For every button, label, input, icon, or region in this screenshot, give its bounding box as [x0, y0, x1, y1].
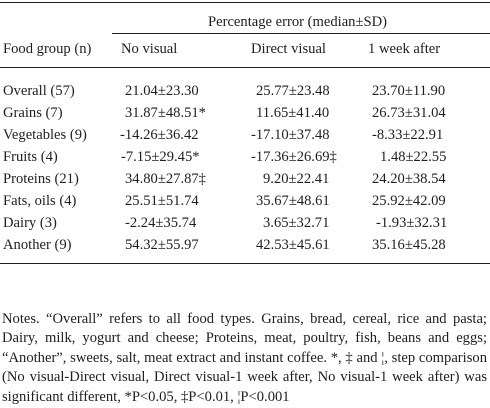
- cell-direct-visual: 42.53±45.61: [256, 237, 330, 253]
- cell-no-visual: -2.24±35.74: [125, 215, 197, 231]
- table-row: Proteins (21) 34.80±27.87‡ 9.20±22.41 24…: [0, 172, 490, 192]
- cell-food-group: Vegetables (9): [3, 127, 87, 143]
- table-row: Grains (7) 31.87±48.51* 11.65±41.40 26.7…: [0, 106, 490, 126]
- group-header-underline: [112, 33, 490, 34]
- cell-direct-visual: 3.65±32.71: [263, 215, 330, 231]
- table-row: Overall (57) 21.04±23.30 25.77±23.48 23.…: [0, 84, 490, 104]
- cell-direct-visual: -17.10±37.48: [251, 127, 330, 143]
- cell-1-week-after: 35.16±45.28: [372, 237, 446, 253]
- cell-no-visual: 25.51±51.74: [125, 193, 199, 209]
- table-row: Fats, oils (4) 25.51±51.74 35.67±48.61 2…: [0, 194, 490, 214]
- cell-1-week-after: 23.70±11.90: [372, 83, 446, 99]
- cell-food-group: Proteins (21): [3, 171, 79, 187]
- cell-no-visual: -7.15±29.45*: [121, 149, 200, 165]
- group-header: Percentage error (median±SD): [208, 14, 388, 30]
- cell-no-visual: 31.87±48.51*: [125, 105, 206, 121]
- table-row: Vegetables (9) -14.26±36.42 -17.10±37.48…: [0, 128, 490, 148]
- header-bottom-rule: [0, 67, 490, 68]
- cell-direct-visual: 25.77±23.48: [256, 83, 330, 99]
- cell-1-week-after: 25.92±42.09: [372, 193, 446, 209]
- table-top-rule: [0, 2, 490, 3]
- table-row: Another (9) 54.32±55.97 42.53±45.61 35.1…: [0, 238, 490, 258]
- cell-food-group: Fruits (4): [3, 149, 58, 165]
- column-header-1-week-after: 1 week after: [368, 41, 441, 57]
- column-header-row: Food group (n) No visual Direct visual 1…: [0, 42, 490, 62]
- cell-food-group: Another (9): [3, 237, 72, 253]
- cell-direct-visual: 35.67±48.61: [256, 193, 330, 209]
- cell-direct-visual: -17.36±26.69‡: [251, 149, 337, 165]
- cell-direct-visual: 9.20±22.41: [263, 171, 330, 187]
- cell-1-week-after: 26.73±31.04: [372, 105, 446, 121]
- table-row: Dairy (3) -2.24±35.74 3.65±32.71 -1.93±3…: [0, 216, 490, 236]
- cell-food-group: Dairy (3): [3, 215, 57, 231]
- table-bottom-rule: [0, 263, 490, 264]
- column-header-no-visual: No visual: [121, 41, 178, 57]
- cell-food-group: Grains (7): [3, 105, 63, 121]
- cell-1-week-after: -1.93±32.31: [376, 215, 448, 231]
- cell-direct-visual: 11.65±41.40: [256, 105, 330, 121]
- column-header-food-group: Food group (n): [3, 41, 92, 57]
- column-header-direct-visual: Direct visual: [251, 41, 326, 57]
- cell-no-visual: 21.04±23.30: [125, 83, 199, 99]
- cell-no-visual: 54.32±55.97: [125, 237, 199, 253]
- cell-food-group: Fats, oils (4): [3, 193, 77, 209]
- cell-no-visual: 34.80±27.87‡: [125, 171, 206, 187]
- cell-no-visual: -14.26±36.42: [120, 127, 199, 143]
- cell-1-week-after: -8.33±22.91: [372, 127, 444, 143]
- table-notes: Notes. “Overall” refers to all food type…: [2, 311, 487, 405]
- table-row: Fruits (4) -7.15±29.45* -17.36±26.69‡ 1.…: [0, 150, 490, 170]
- cell-1-week-after: 24.20±38.54: [372, 171, 446, 187]
- cell-food-group: Overall (57): [3, 83, 75, 99]
- cell-1-week-after: 1.48±22.55: [380, 149, 447, 165]
